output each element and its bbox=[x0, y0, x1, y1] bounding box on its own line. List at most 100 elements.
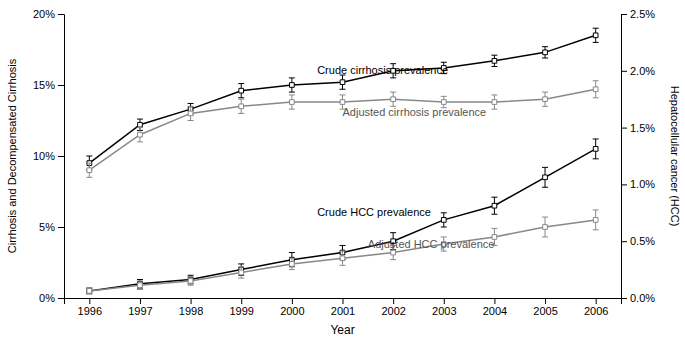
marker bbox=[290, 83, 295, 88]
tick: 1998 bbox=[179, 298, 203, 317]
marker bbox=[340, 256, 345, 261]
y2-axis-title: Hepatocellular cancer (HCC) bbox=[669, 86, 681, 227]
tick: 2006 bbox=[584, 298, 608, 317]
x-axis-title: Year bbox=[330, 323, 354, 337]
tick-mark bbox=[89, 298, 90, 304]
marker bbox=[492, 100, 497, 105]
tick-label: 5% bbox=[39, 221, 55, 233]
tick-mark bbox=[621, 241, 627, 242]
series bbox=[86, 28, 598, 170]
tick-label: 1997 bbox=[128, 305, 152, 317]
error-bar bbox=[491, 55, 497, 66]
tick-label: 1996 bbox=[78, 305, 102, 317]
error-bar bbox=[491, 197, 497, 214]
line bbox=[89, 35, 595, 163]
tick-mark bbox=[58, 227, 64, 228]
y-axis-title: Cirrhosis and Decompensated Cirrhosis bbox=[6, 58, 18, 253]
error-bar bbox=[188, 106, 194, 120]
error-bar bbox=[390, 92, 396, 106]
annotation: Adjusted HCC prevalence bbox=[368, 238, 495, 250]
marker bbox=[340, 100, 345, 105]
marker bbox=[239, 88, 244, 93]
marker bbox=[593, 147, 598, 152]
marker bbox=[188, 111, 193, 116]
annotation: Crude cirrhosis prevalence bbox=[317, 64, 448, 76]
tick-label: 2.5% bbox=[630, 8, 655, 20]
tick-mark bbox=[343, 298, 344, 304]
tick-label: 2005 bbox=[533, 305, 557, 317]
tick-mark bbox=[444, 298, 445, 304]
error-bar bbox=[137, 281, 143, 290]
marker bbox=[188, 279, 193, 284]
tick-mark bbox=[292, 298, 293, 304]
marker bbox=[239, 104, 244, 109]
tick: 2001 bbox=[331, 298, 355, 317]
marker bbox=[593, 87, 598, 92]
marker bbox=[239, 270, 244, 275]
error-bar bbox=[542, 167, 548, 187]
tick: 2000 bbox=[280, 298, 304, 317]
tick-label: 2.0% bbox=[630, 65, 655, 77]
tick-mark bbox=[140, 298, 141, 304]
tick: 0.0% bbox=[621, 292, 655, 304]
error-bar bbox=[593, 81, 599, 98]
y2-axis: 0.0% 0.5% 1.0% 1.5% 2.0% 2.5% bbox=[621, 8, 655, 304]
marker bbox=[492, 203, 497, 208]
tick: 2.5% bbox=[621, 8, 655, 20]
error-bar bbox=[86, 288, 92, 294]
tick-mark bbox=[621, 184, 627, 185]
marker bbox=[441, 100, 446, 105]
tick: 0% bbox=[39, 292, 64, 304]
tick-mark bbox=[191, 298, 192, 304]
annotations: Crude cirrhosis prevalence Adjusted cirrh… bbox=[317, 64, 494, 251]
tick-label: 15% bbox=[33, 79, 55, 91]
tick-mark bbox=[58, 298, 64, 299]
error-bar bbox=[238, 84, 244, 98]
tick-label: 2006 bbox=[584, 305, 608, 317]
error-bar bbox=[340, 75, 346, 89]
series bbox=[86, 139, 598, 294]
marker bbox=[543, 97, 548, 102]
tick-mark bbox=[545, 298, 546, 304]
annotation: Adjusted cirrhosis prevalence bbox=[343, 106, 487, 118]
tick-label: 2003 bbox=[432, 305, 456, 317]
line bbox=[89, 220, 595, 291]
tick-label: 0.0% bbox=[630, 292, 655, 304]
error-bar bbox=[542, 217, 548, 237]
marker bbox=[391, 97, 396, 102]
error-bar bbox=[542, 92, 548, 106]
tick-label: 2001 bbox=[331, 305, 355, 317]
marker bbox=[138, 122, 143, 127]
marker bbox=[593, 33, 598, 38]
line bbox=[89, 149, 595, 291]
series bbox=[86, 81, 598, 178]
tick-label: 0.5% bbox=[630, 235, 655, 247]
tick: 15% bbox=[33, 79, 64, 91]
x-axis: 1996199719981999200020012002200320042005… bbox=[65, 298, 622, 317]
error-bar bbox=[542, 47, 548, 58]
error-bar bbox=[340, 251, 346, 265]
tick: 1996 bbox=[78, 298, 102, 317]
tick-mark bbox=[621, 298, 627, 299]
marker bbox=[87, 289, 92, 294]
tick-label: 1.5% bbox=[630, 122, 655, 134]
tick-mark bbox=[621, 14, 627, 15]
tick: 2.0% bbox=[621, 65, 655, 77]
tick-mark bbox=[621, 128, 627, 129]
error-bar bbox=[289, 258, 295, 269]
error-bar bbox=[137, 128, 143, 142]
tick: 2002 bbox=[381, 298, 405, 317]
line bbox=[89, 89, 595, 170]
tick-mark bbox=[393, 298, 394, 304]
tick: 1.5% bbox=[621, 122, 655, 134]
tick-mark bbox=[596, 298, 597, 304]
tick-mark bbox=[494, 298, 495, 304]
axis-line bbox=[58, 15, 65, 299]
marker bbox=[593, 218, 598, 223]
error-bar bbox=[491, 95, 497, 109]
marker bbox=[87, 289, 92, 294]
tick-label: 2002 bbox=[381, 305, 405, 317]
tick-label: 0% bbox=[39, 292, 55, 304]
tick: 5% bbox=[39, 221, 64, 233]
tick: 1.0% bbox=[621, 178, 655, 190]
